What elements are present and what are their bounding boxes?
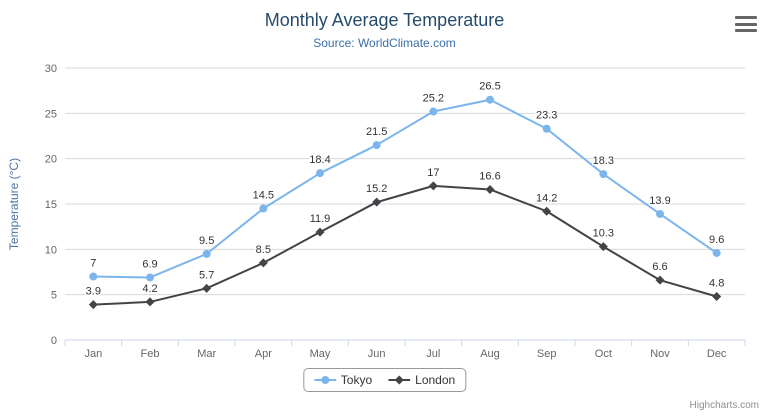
credits-link[interactable]: Highcharts.com	[689, 400, 759, 411]
london-point[interactable]	[372, 197, 382, 207]
london-point[interactable]	[315, 227, 325, 237]
y-axis-label: 5	[51, 290, 57, 302]
series-tokyo: 7 6.9 9.5 14.5 18.4 21.5 25.2 26.5 23.3 18.3 13.9 9…	[89, 79, 726, 282]
x-axis-label: Feb	[141, 348, 160, 360]
y-gridlines	[65, 67, 745, 341]
london-point[interactable]	[88, 300, 98, 310]
london-point[interactable]	[712, 291, 722, 301]
hamburger-bar	[735, 22, 757, 26]
x-axis-label: Dec	[707, 348, 727, 360]
london-data-label: 14.2	[536, 192, 557, 204]
x-axis-label: Sep	[537, 348, 557, 360]
tokyo-point[interactable]	[372, 141, 381, 150]
tokyo-point[interactable]	[316, 169, 324, 178]
hamburger-menu-icon[interactable]	[735, 16, 757, 32]
london-point[interactable]	[598, 242, 608, 252]
tokyo-data-label: 23.3	[536, 110, 557, 122]
london-data-label: 4.2	[142, 283, 157, 295]
x-axis-label: Aug	[480, 348, 500, 360]
x-axis-label: Jul	[426, 348, 440, 360]
legend-item-london[interactable]: London	[388, 373, 455, 387]
y-axis-label: 15	[45, 199, 57, 211]
london-data-label: 5.7	[199, 269, 214, 281]
tokyo-legend-marker-icon	[313, 376, 336, 384]
tokyo-data-label: 14.5	[253, 190, 274, 202]
legend-label-tokyo: Tokyo	[340, 373, 373, 387]
tokyo-point[interactable]	[429, 107, 438, 116]
x-axis-label: May	[310, 348, 331, 360]
x-axis-label: Mar	[197, 348, 216, 360]
london-data-label: 16.6	[479, 170, 500, 182]
london-point[interactable]	[428, 181, 438, 191]
hamburger-bar	[735, 29, 757, 32]
tokyo-point[interactable]	[656, 209, 664, 218]
london-legend-marker-icon	[388, 375, 411, 385]
london-point[interactable]	[485, 184, 495, 194]
tokyo-point[interactable]	[542, 124, 551, 133]
london-point[interactable]	[542, 206, 552, 216]
tokyo-point[interactable]	[712, 248, 721, 257]
tokyo-data-label: 13.9	[649, 195, 670, 207]
legend-label-london: London	[415, 373, 456, 387]
chart-subtitle: Source: WorldClimate.com	[313, 36, 456, 50]
y-axis-label: 20	[45, 154, 57, 166]
x-axis-labels: Jan Feb Mar Apr May Jun Jul Aug Sep Oct Nov Dec	[84, 348, 726, 360]
hamburger-bar	[735, 16, 757, 19]
london-point[interactable]	[258, 258, 268, 268]
x-axis-label: Nov	[650, 348, 670, 360]
london-point[interactable]	[202, 283, 212, 293]
tokyo-data-label: 18.4	[309, 154, 330, 166]
chart-title: Monthly Average Temperature	[264, 10, 505, 30]
london-point[interactable]	[655, 275, 665, 285]
tokyo-data-label: 6.9	[142, 258, 157, 270]
tokyo-data-label: 25.2	[423, 93, 444, 105]
london-data-label: 6.6	[652, 261, 667, 273]
tokyo-data-label: 18.3	[593, 155, 614, 167]
tokyo-line	[93, 98, 718, 279]
tokyo-data-label: 7	[90, 258, 96, 270]
x-axis-label: Jun	[368, 348, 386, 360]
london-data-label: 11.9	[310, 213, 331, 225]
tokyo-data-label: 9.5	[199, 235, 214, 247]
x-axis-label: Jan	[84, 348, 102, 360]
tokyo-point[interactable]	[486, 95, 494, 104]
london-data-label: 3.9	[86, 286, 101, 298]
tokyo-point[interactable]	[259, 204, 268, 213]
x-axis-ticks	[64, 340, 746, 346]
tokyo-point[interactable]	[202, 249, 211, 258]
y-axis-labels: 0 5 10 15 20 25 30	[45, 63, 57, 347]
x-axis-label: Apr	[255, 348, 272, 360]
london-data-label: 10.3	[593, 228, 614, 240]
london-data-label: 8.5	[256, 244, 271, 256]
london-data-label: 4.8	[709, 277, 724, 289]
y-axis-title: Temperature (°C)	[7, 158, 21, 250]
tokyo-point[interactable]	[599, 170, 608, 179]
tokyo-data-label: 9.6	[709, 234, 724, 246]
y-axis-label: 10	[45, 244, 57, 256]
y-axis-label: 0	[51, 335, 57, 347]
london-data-label: 15.2	[366, 183, 387, 195]
london-line	[93, 184, 717, 306]
y-axis-label: 30	[45, 63, 57, 75]
y-axis-label: 25	[45, 108, 57, 120]
x-axis-label: Oct	[595, 348, 612, 360]
legend-item-tokyo[interactable]: Tokyo	[313, 373, 373, 387]
tokyo-data-label: 21.5	[366, 126, 387, 138]
tokyo-data-label: 26.5	[479, 81, 500, 93]
tokyo-point[interactable]	[146, 273, 154, 282]
legend: Tokyo London	[302, 368, 467, 392]
london-point[interactable]	[145, 297, 155, 307]
tokyo-point[interactable]	[89, 272, 98, 281]
series-london: 3.9 4.2 5.7 8.5 11.9 15.2 17 16.6 14.2 10.3 6.6 4.8	[84, 166, 726, 310]
london-data-label: 17	[427, 167, 439, 179]
